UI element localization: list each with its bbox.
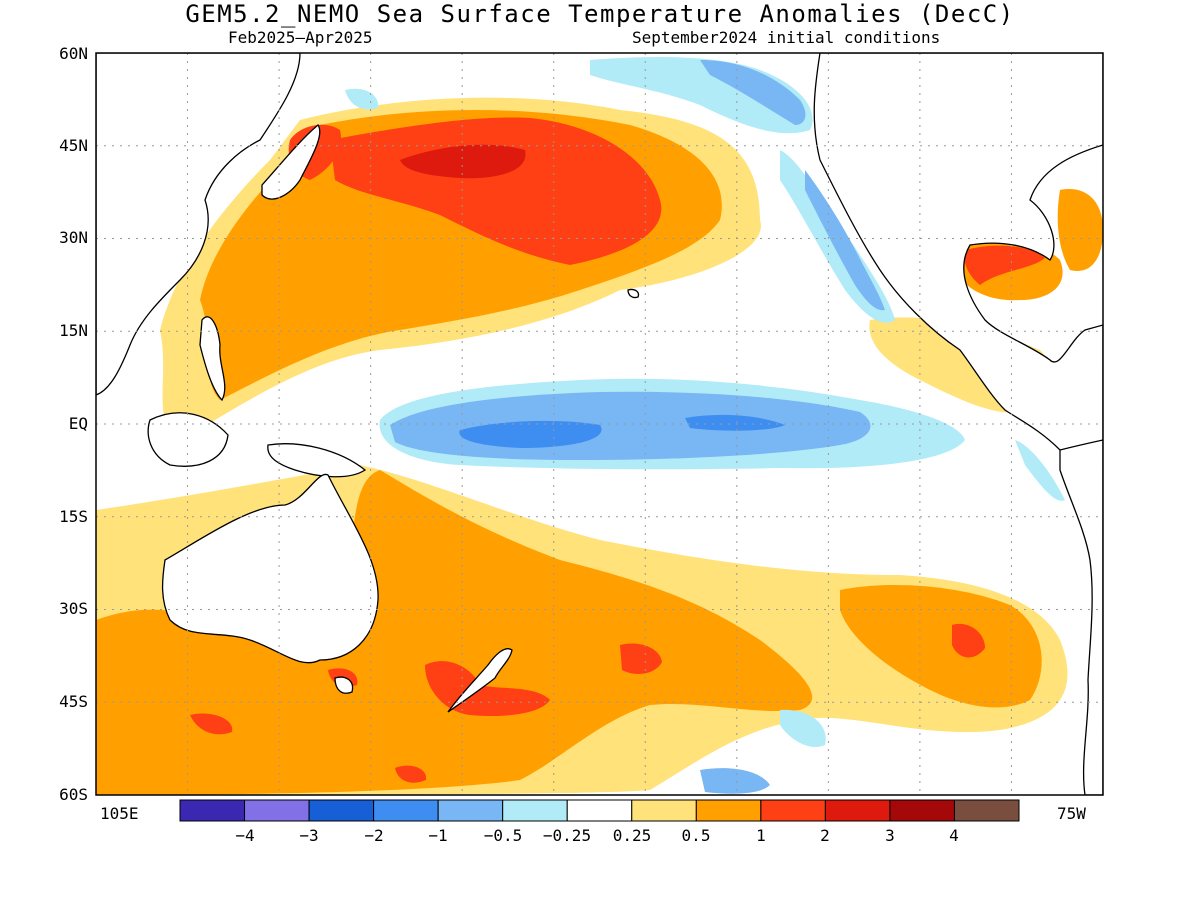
colorbar-swatch <box>179 799 246 822</box>
colorbar-swatch <box>502 799 568 822</box>
colorbar-tick: −0.5 <box>483 826 523 845</box>
lat-label-15s: 15S <box>59 507 88 526</box>
land-asia <box>96 53 301 396</box>
lat-label-15n: 15N <box>59 321 88 340</box>
colorbar-swatch <box>566 799 633 822</box>
coastlines <box>96 53 1103 795</box>
lat-label-30s: 30S <box>59 599 88 618</box>
anomaly-enso-blue-east <box>685 414 785 431</box>
colorbar-tick: −4 <box>235 826 255 845</box>
colorbar-tick: −3 <box>299 826 319 845</box>
anomaly-gulf-red <box>964 245 1045 285</box>
anomaly-south-red3 <box>190 713 233 735</box>
land-philippines <box>199 316 226 402</box>
colorbar-swatch <box>953 799 1020 822</box>
map-frame <box>95 52 1104 796</box>
lat-label-45n: 45N <box>59 136 88 155</box>
colorbar-tick: 1 <box>756 826 766 845</box>
colorbar-swatch <box>244 799 310 822</box>
anomaly-southern-cyan <box>780 709 826 748</box>
colorbar-tick: 0.25 <box>612 826 652 845</box>
anomaly-south-orange <box>96 470 813 795</box>
anomaly-south-red2 <box>952 623 985 658</box>
colorbar-tick: 2 <box>820 826 830 845</box>
colorbar-swatch <box>889 799 955 822</box>
land-hawaii <box>627 288 640 299</box>
chart-title: GEM5.2_NEMO Sea Surface Temperature Anom… <box>185 0 1015 28</box>
colorbar-tick: 3 <box>885 826 895 845</box>
initial-conditions: September2024 initial conditions <box>632 28 941 47</box>
colorbar <box>179 799 1020 822</box>
colorbar-tick: 0.5 <box>681 826 711 845</box>
lat-label-60s: 60S <box>59 785 88 804</box>
anomaly-north-core <box>400 144 526 179</box>
lon-label-east: 75W <box>1057 804 1086 823</box>
land-borneo <box>147 412 229 467</box>
land-new-zealand <box>447 648 513 713</box>
lat-label-30n: 30N <box>59 228 88 247</box>
lat-label-60n: 60N <box>59 44 88 63</box>
colorbar-tick: 4 <box>949 826 959 845</box>
anomaly-bering-cyan <box>345 88 379 110</box>
anomaly-north-red <box>330 117 662 265</box>
land-japan <box>261 124 321 200</box>
anomaly-atlantic-orange <box>1057 189 1103 271</box>
land-australia <box>161 473 379 664</box>
colorbar-swatch <box>824 799 891 822</box>
anomaly-alaska-blue <box>700 60 806 125</box>
lon-label-west: 105E <box>100 804 139 823</box>
lat-label-eq: EQ <box>68 414 88 433</box>
lat-label-45s: 45S <box>59 692 88 711</box>
colorbar-tick: −1 <box>428 826 448 845</box>
anomaly-southern-blue <box>700 768 770 794</box>
forecast-period: Feb2025–Apr2025 <box>228 28 373 47</box>
anomaly-southeast-orange <box>840 585 1042 708</box>
anomaly-peru-cyan <box>1015 440 1065 501</box>
land-new-guinea <box>267 443 367 478</box>
colorbar-swatch <box>437 799 504 822</box>
colorbar-swatch <box>760 799 826 822</box>
anomaly-california-blue <box>805 170 885 311</box>
colorbar-swatch <box>308 799 375 822</box>
colorbar-swatch <box>695 799 762 822</box>
colorbar-swatch <box>631 799 697 822</box>
land-tasmania <box>334 676 354 694</box>
anomaly-enso-blue <box>459 420 602 448</box>
anomaly-south-red1 <box>620 643 662 674</box>
anomaly-south-red4 <box>395 765 427 783</box>
colorbar-tick: −2 <box>364 826 384 845</box>
colorbar-tick: −0.25 <box>542 826 592 845</box>
colorbar-swatch <box>373 799 439 822</box>
